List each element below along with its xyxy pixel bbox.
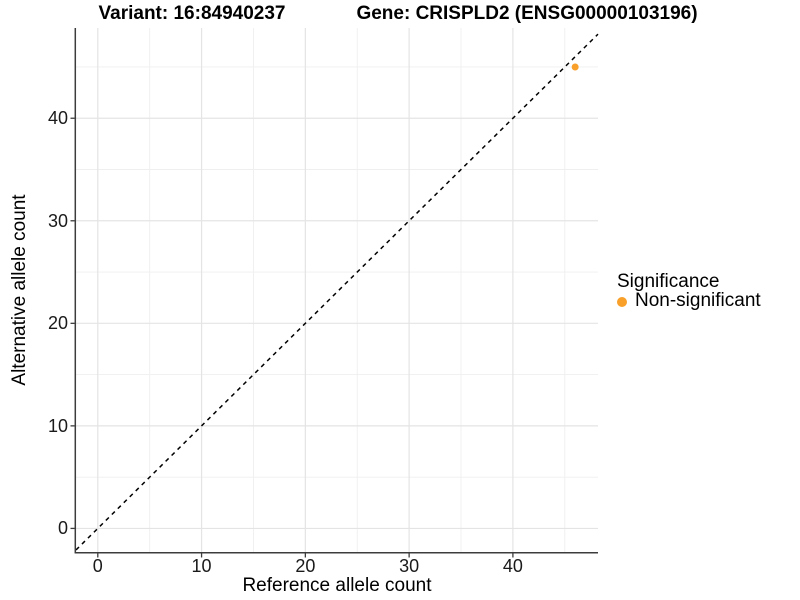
x-tick-label: 40 [502, 556, 523, 576]
y-tick-label: 10 [47, 415, 68, 436]
data-point [571, 63, 579, 71]
plot-title-variant: Variant: 16:84940237 [98, 3, 286, 24]
x-tick-label: 10 [191, 556, 212, 576]
y-tick-label: 30 [47, 210, 68, 231]
y-axis-title: Alternative allele count [9, 194, 30, 386]
y-tick-label: 40 [47, 108, 68, 129]
plot-title-gene: Gene: CRISPLD2 (ENSG00000103196) [356, 3, 698, 24]
y-tick-label: 0 [57, 518, 68, 539]
x-tick-label: 30 [399, 556, 420, 576]
identity-line [75, 33, 599, 551]
legend-point-icon [617, 296, 627, 307]
x-tick-label: 0 [92, 556, 103, 576]
x-tick-label: 20 [295, 556, 316, 576]
legend-title: Significance [617, 271, 720, 292]
y-tick-label: 20 [47, 313, 68, 334]
legend-item-label: Non-significant [635, 290, 761, 311]
x-axis-title: Reference allele count [242, 575, 432, 596]
